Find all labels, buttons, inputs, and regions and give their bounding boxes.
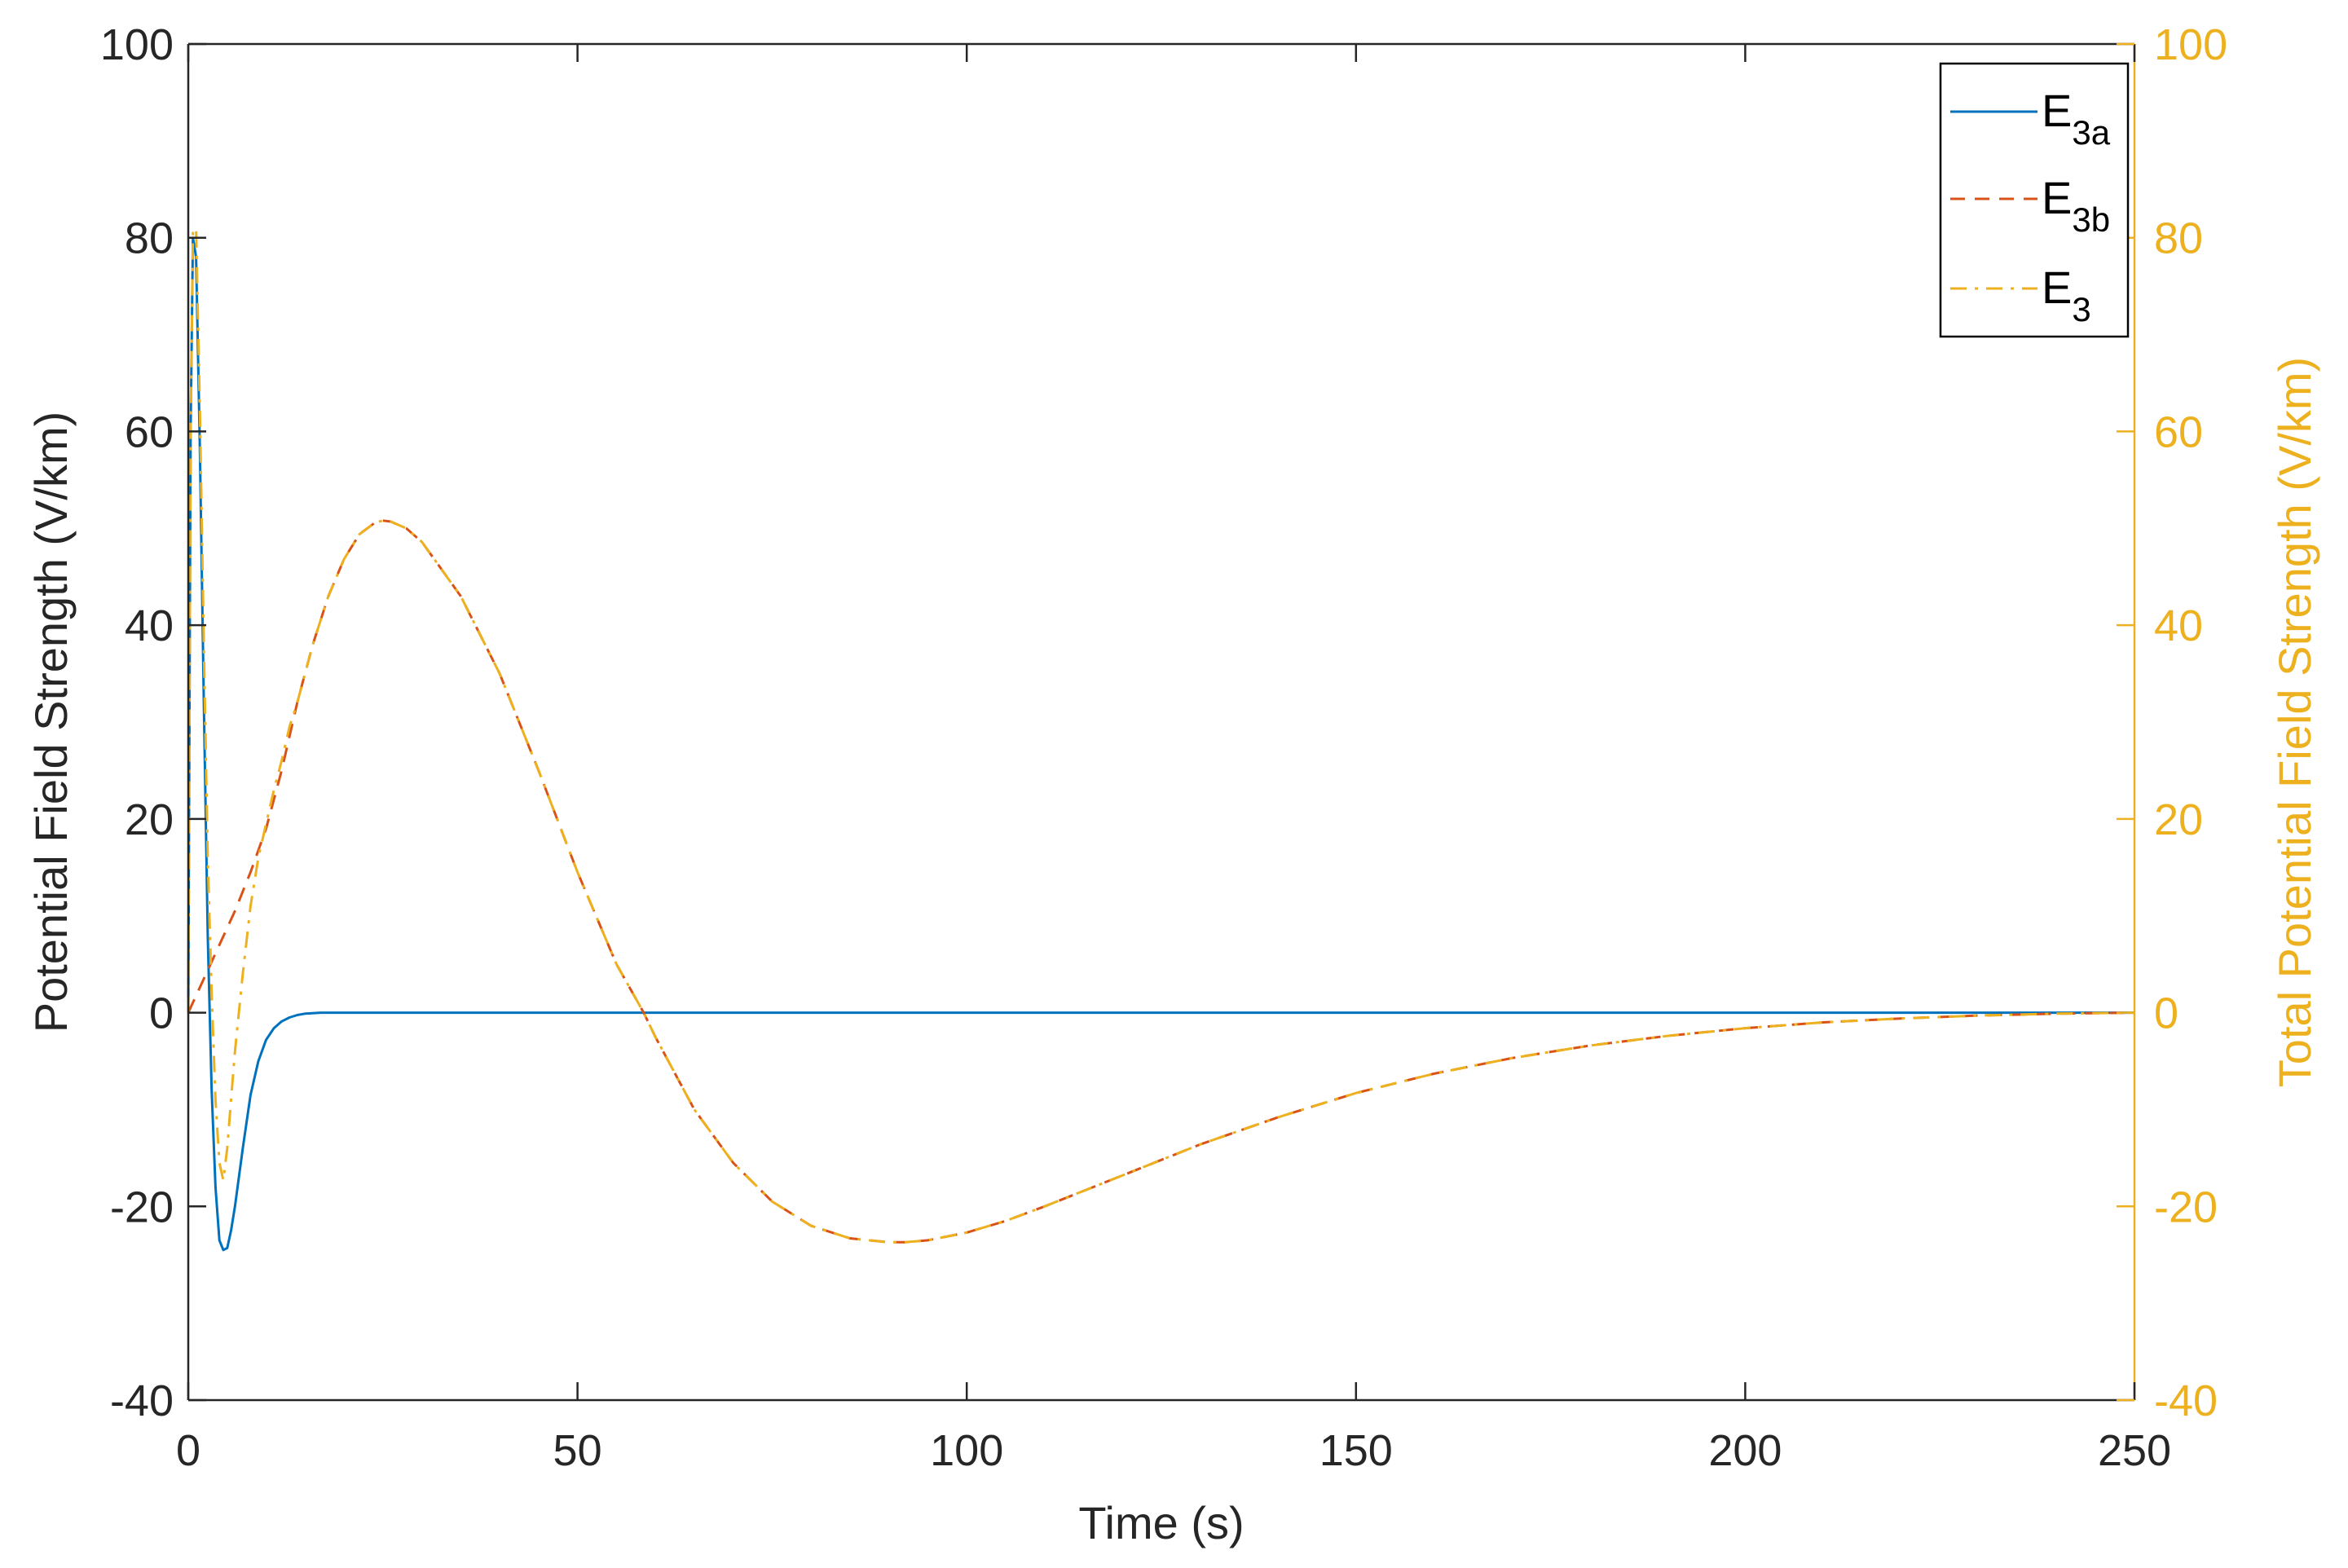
legend-label-e3b-main: E [2042,172,2072,223]
right-y-tick-label: 20 [2154,795,2203,844]
left-y-axis-title: Potential Field Strength (V/km) [25,412,77,1033]
legend-label-e3-sub: 3 [2072,290,2090,328]
right-y-tick-label: 80 [2154,214,2203,263]
legend-label-e3b: E3b [2042,172,2110,239]
axes [187,42,2136,1402]
left-y-tick-label: 20 [125,795,174,844]
legend-label-e3a-main: E [2042,85,2072,136]
left-y-tick-label: -20 [110,1183,174,1231]
x-tick-label: 200 [1708,1426,1782,1475]
x-tick-label: 100 [930,1426,1003,1475]
left-y-tick-label: 60 [125,407,174,456]
data-lines [187,227,2135,1252]
legend-label-e3b-sub: 3b [2072,200,2110,239]
legend-label-e3a-sub: 3a [2072,113,2110,152]
legend: E3a E3b E3 [1939,62,2130,338]
legend-label-e3-main: E [2042,262,2072,313]
left-y-tick-label: -40 [110,1376,174,1425]
right-y-tick-label: -20 [2154,1183,2218,1231]
right-y-tick-label: 100 [2154,20,2227,69]
x-tick-label: 50 [553,1426,602,1475]
right-y-tick-label: -40 [2154,1376,2218,1425]
right-y-tick-label: 60 [2154,407,2203,456]
left-y-tick-label: 100 [100,20,174,69]
left-y-tick-label: 40 [125,601,174,650]
x-tick-label: 250 [2098,1426,2171,1475]
plot-area [188,44,2134,1400]
x-tick-label: 150 [1319,1426,1393,1475]
left-y-tick-label: 0 [149,989,174,1038]
right-y-tick-label: 0 [2154,989,2178,1038]
legend-label-e3a: E3a [2042,85,2111,152]
ticks: 0 50 100 150 200 250-40-20020406080100-40-200… [100,20,2227,1475]
right-y-axis-title: Total Potential Field Strength (V/km) [2269,357,2320,1087]
series-line-e3 [187,227,2135,1244]
x-axis-title: Time (s) [1078,1497,1244,1548]
right-y-tick-label: 40 [2154,601,2203,650]
x-tick-label: 0 [176,1426,200,1475]
legend-label-e3: E3 [2042,262,2091,328]
left-y-tick-label: 80 [125,214,174,263]
